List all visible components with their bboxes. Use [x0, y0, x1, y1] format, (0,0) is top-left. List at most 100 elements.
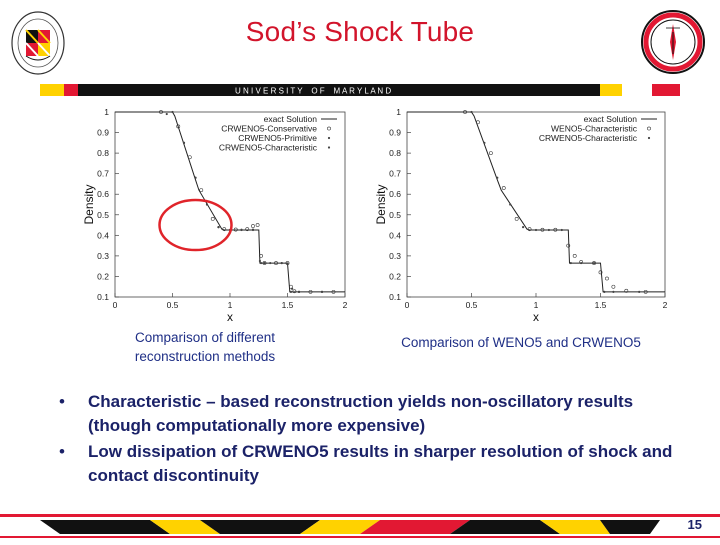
- y-tick-label: 1: [396, 107, 401, 117]
- y-tick-label: 0.5: [97, 210, 109, 220]
- data-point: [643, 289, 648, 294]
- caption-right: Comparison of WENO5 and CRWENO5: [401, 335, 641, 350]
- y-tick-label: 1: [104, 107, 109, 117]
- legend-swatch: [327, 126, 331, 131]
- data-point: [245, 227, 250, 232]
- bullet-item: • Characteristic – based reconstruction …: [55, 390, 685, 438]
- chart-reconstruction-methods: 0 0.5 1 1.5 2 0.1 0.2 0.3 0.4 0.5 0.6 0.7 0.8 0.9 1 x De…: [30, 100, 355, 330]
- y-tick-label: 0.9: [97, 128, 109, 138]
- legend-entry-label: WENO5-Characteristic: [551, 124, 638, 134]
- y-tick-label: 0.2: [97, 271, 109, 281]
- x-axis-label: x: [533, 310, 539, 324]
- data-point: [263, 261, 266, 265]
- data-point: [598, 270, 603, 275]
- y-tick-label: 0.8: [97, 148, 109, 158]
- data-point: [285, 261, 290, 265]
- page-number: 15: [687, 517, 702, 532]
- legend-entry-label: CRWENO5-Characteristic: [219, 143, 318, 153]
- data-point: [547, 228, 550, 232]
- data-point: [182, 141, 186, 144]
- y-tick-label: 0.6: [389, 189, 401, 199]
- chart-weno5-vs-crweno5: 0 0.5 1 1.5 2 0.1 0.2 0.3 0.4 0.5 0.6 0.7 0.8 0.9 1 x De…: [362, 100, 682, 330]
- bullet-item: • Low dissipation of CRWENO5 results in …: [55, 440, 685, 488]
- y-tick-label: 0.7: [389, 169, 401, 179]
- y-tick-label: 0.7: [97, 169, 109, 179]
- y-tick-label: 0.9: [389, 128, 401, 138]
- bullet-text: Characteristic – based reconstruction yi…: [88, 392, 634, 435]
- university-seal-icon: [10, 10, 66, 76]
- legend-entry-label: exact Solution: [584, 114, 638, 124]
- data-point: [603, 290, 606, 293]
- data-point: [592, 261, 596, 265]
- data-point: [289, 290, 293, 293]
- y-axis-label: Density: [374, 184, 388, 224]
- x-tick-label: 1: [228, 300, 233, 310]
- data-point: [553, 227, 558, 232]
- data-point: [331, 289, 336, 294]
- legend-entry-label: CRWENO5-Conservative: [221, 124, 317, 134]
- bullet-text: Low dissipation of CRWENO5 results in sh…: [88, 442, 673, 485]
- data-point: [572, 253, 577, 258]
- x-tick-label: 2: [663, 300, 668, 310]
- data-point: [210, 216, 215, 221]
- data-point: [501, 186, 506, 190]
- data-point: [176, 124, 181, 129]
- legend-entry-label: CRWENO5-Primitive: [238, 133, 317, 143]
- x-tick-label: 0: [113, 300, 118, 310]
- footer-stripes: [0, 508, 720, 540]
- slide-title: Sod’s Shock Tube: [245, 16, 475, 47]
- data-point: [509, 203, 512, 206]
- data-point: [199, 188, 204, 193]
- data-point: [534, 228, 538, 232]
- data-point: [308, 289, 313, 294]
- bullet-dot-icon: •: [59, 442, 65, 461]
- y-tick-label: 0.4: [97, 230, 109, 240]
- bullet-list: • Characteristic – based reconstruction …: [55, 390, 685, 490]
- highlight-ellipse: [158, 198, 233, 252]
- y-axis-label: Density: [82, 184, 96, 224]
- data-point: [476, 120, 480, 125]
- legend-swatch: [327, 136, 331, 140]
- data-point: [483, 141, 486, 144]
- x-tick-label: 1.5: [282, 300, 294, 310]
- data-point: [605, 276, 609, 281]
- data-point: [488, 151, 493, 156]
- data-point: [233, 227, 238, 232]
- y-tick-label: 0.1: [389, 292, 401, 302]
- data-point: [222, 227, 227, 232]
- data-point: [205, 203, 209, 206]
- data-point: [259, 261, 263, 265]
- data-point: [217, 226, 220, 229]
- y-tick-label: 0.5: [389, 210, 401, 220]
- data-point: [171, 110, 174, 114]
- data-point: [165, 112, 168, 116]
- y-tick-label: 0.6: [97, 189, 109, 199]
- data-point: [292, 289, 297, 294]
- legend-swatch: [327, 146, 331, 149]
- data-point: [592, 261, 596, 265]
- university-banner: U N I V E R S I T Y O F M A R Y L A N D: [40, 83, 680, 96]
- data-point: [269, 261, 272, 265]
- data-point: [496, 176, 499, 179]
- x-tick-label: 0.5: [167, 300, 179, 310]
- data-point: [289, 284, 293, 289]
- data-point: [612, 290, 615, 293]
- x-axis-label: x: [227, 310, 233, 324]
- data-point: [522, 226, 525, 229]
- y-tick-label: 0.2: [389, 271, 401, 281]
- x-tick-label: 2: [343, 300, 348, 310]
- data-point: [514, 216, 519, 221]
- data-point: [251, 224, 255, 228]
- y-tick-label: 0.3: [389, 251, 401, 261]
- legend-entry-label: exact Solution: [264, 114, 318, 124]
- data-point: [187, 155, 192, 160]
- data-point: [566, 243, 571, 248]
- data-point: [255, 223, 260, 227]
- data-point: [580, 261, 583, 265]
- y-tick-label: 0.4: [389, 230, 401, 240]
- data-point: [297, 290, 301, 293]
- data-point: [320, 290, 324, 293]
- x-tick-label: 1.5: [595, 300, 607, 310]
- bullet-dot-icon: •: [59, 392, 65, 411]
- legend-swatch: [647, 126, 651, 131]
